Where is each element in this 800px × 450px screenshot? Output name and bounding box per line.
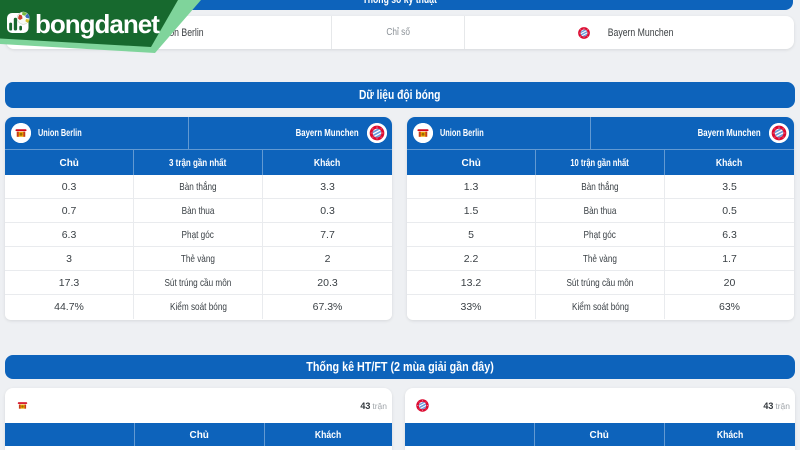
svg-text:bongdanet: bongdanet	[35, 9, 160, 39]
